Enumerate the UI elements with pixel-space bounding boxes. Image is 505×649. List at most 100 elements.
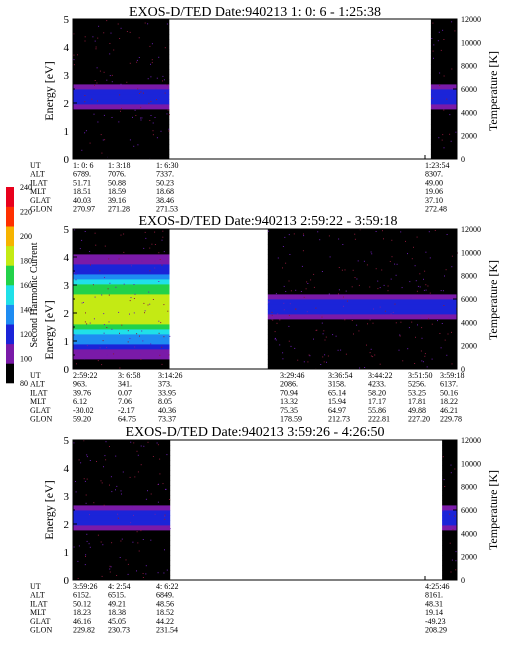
heatmap-cell <box>267 349 457 355</box>
noise-speck <box>132 116 133 118</box>
info-cell: 270.97 <box>73 205 95 214</box>
y-tick-label: 3 <box>64 491 70 503</box>
noise-speck <box>89 251 91 252</box>
noise-speck <box>74 229 76 231</box>
noise-speck <box>136 531 138 533</box>
noise-speck <box>150 493 152 495</box>
y-tick-label: 3 <box>64 70 70 82</box>
noise-speck <box>329 256 331 258</box>
noise-speck <box>107 288 109 290</box>
noise-speck <box>84 132 86 134</box>
panel-2-y2label: Temperature [K] <box>486 260 500 340</box>
noise-speck <box>103 324 105 326</box>
info-row-label: UT <box>30 161 41 170</box>
heatmap-cell <box>73 530 171 536</box>
noise-speck <box>277 313 279 315</box>
noise-speck <box>137 471 139 473</box>
heatmap-cell <box>73 560 171 566</box>
noise-speck <box>109 282 111 284</box>
info-row-label: MLT <box>30 608 46 617</box>
noise-speck <box>168 128 170 130</box>
noise-speck <box>139 354 141 356</box>
noise-speck <box>143 302 145 304</box>
colorbar-cell <box>6 206 14 227</box>
noise-speck <box>149 270 151 272</box>
noise-speck <box>121 538 123 540</box>
heatmap-cell <box>430 119 457 125</box>
noise-speck <box>129 476 131 478</box>
noise-speck <box>140 530 142 532</box>
heatmap-cell <box>73 515 171 521</box>
noise-speck <box>427 285 429 287</box>
info-cell: 3:51:50 <box>408 371 432 380</box>
noise-speck <box>433 57 434 59</box>
noise-speck <box>115 455 117 457</box>
noise-speck <box>99 70 101 72</box>
info-cell: 4:25:46 <box>425 582 449 591</box>
noise-speck <box>83 478 85 480</box>
noise-speck <box>384 310 386 312</box>
noise-speck <box>150 539 152 541</box>
heatmap-cell <box>73 349 170 355</box>
colorbar-cell <box>6 226 14 247</box>
noise-speck <box>81 302 83 304</box>
noise-speck <box>451 255 453 257</box>
info-cell: 73.37 <box>158 415 176 424</box>
heatmap-cell <box>73 339 170 345</box>
heatmap-cell <box>442 455 457 461</box>
noise-speck <box>94 80 96 81</box>
noise-speck <box>307 283 309 284</box>
noise-speck <box>441 323 443 324</box>
noise-speck <box>139 93 140 94</box>
noise-speck <box>113 49 115 51</box>
colorbar: 80 100 120 140 160 180 200 220 240 Second Harmon… <box>6 183 40 388</box>
noise-speck <box>94 84 95 86</box>
noise-speck <box>140 464 142 466</box>
noise-speck <box>99 347 101 349</box>
noise-speck <box>98 25 100 27</box>
y-tick-label: 0 <box>64 575 70 587</box>
heatmap-cell <box>73 540 171 546</box>
info-block: UTALTILATMLTGLATGLON3:59:266152.50.1218.… <box>30 582 449 635</box>
noise-speck <box>149 303 151 305</box>
noise-speck <box>443 479 445 481</box>
noise-speck <box>147 304 149 306</box>
noise-speck <box>313 338 314 340</box>
noise-speck <box>118 258 120 260</box>
noise-speck <box>325 336 327 338</box>
noise-speck <box>309 355 311 357</box>
noise-speck <box>382 230 383 232</box>
heatmap-cell <box>73 570 171 576</box>
noise-speck <box>451 363 453 365</box>
y-tick-label: 0 <box>64 154 70 166</box>
heatmap-cell <box>430 139 457 145</box>
noise-speck <box>455 131 457 133</box>
y-tick-label: 2 <box>64 308 70 320</box>
noise-speck <box>289 254 291 255</box>
info-cell: 3:59:18 <box>440 371 464 380</box>
noise-speck <box>400 231 402 233</box>
noise-speck <box>136 59 138 61</box>
heatmap-cell <box>73 89 170 95</box>
noise-speck <box>160 104 162 106</box>
info-cell: 46.16 <box>73 617 91 626</box>
noise-speck <box>364 367 366 368</box>
noise-speck <box>425 284 427 286</box>
info-cell: 1:23:54 <box>425 161 449 170</box>
noise-speck <box>366 344 367 346</box>
heatmap-cell <box>430 124 457 130</box>
noise-speck <box>149 120 151 121</box>
noise-speck <box>152 299 154 300</box>
heatmap-cell <box>73 74 170 80</box>
noise-speck <box>151 62 153 64</box>
info-cell: 4233. <box>368 380 386 389</box>
noise-speck <box>370 348 372 350</box>
noise-speck <box>94 296 96 298</box>
y2-tick-label: 2000 <box>461 132 477 141</box>
info-cell: 7337. <box>156 170 174 179</box>
noise-speck <box>420 316 421 318</box>
noise-speck <box>126 81 128 83</box>
noise-speck <box>100 541 102 543</box>
info-cell: 373. <box>158 380 172 389</box>
noise-speck <box>451 559 453 561</box>
